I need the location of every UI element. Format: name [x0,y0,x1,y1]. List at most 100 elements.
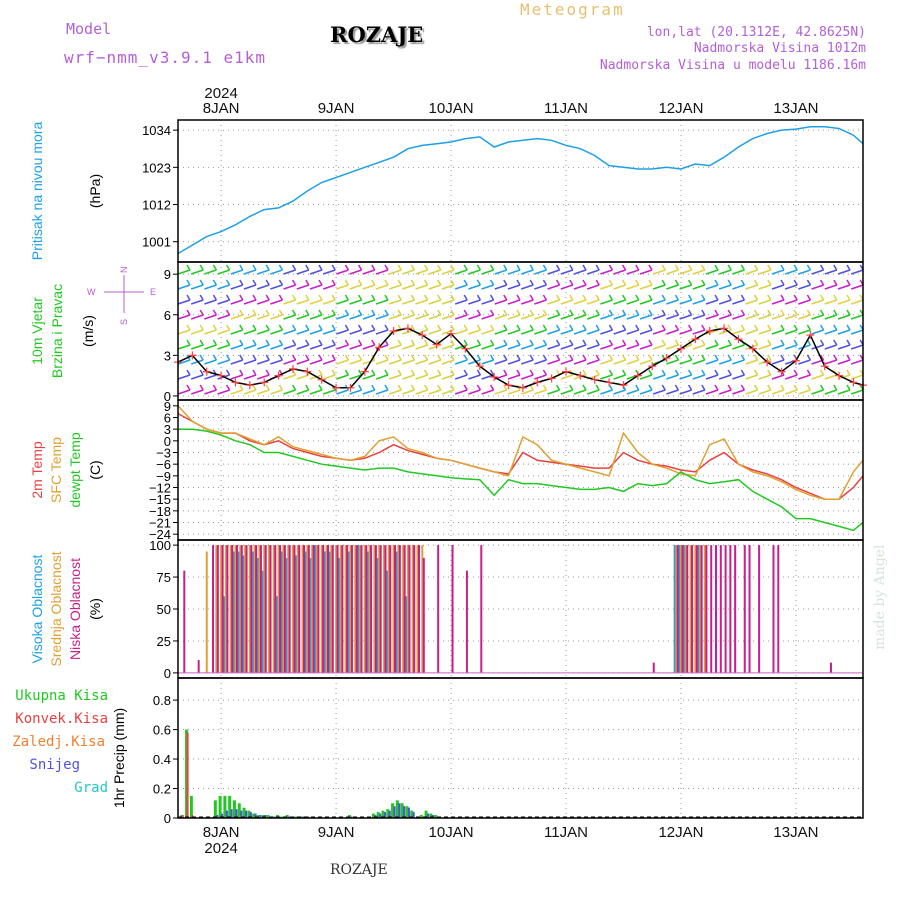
wind-barb [177,389,191,395]
wind-barb [481,389,494,395]
wind-barb [652,299,666,305]
wind-barb [547,314,560,320]
bar-cloud-1 [258,545,261,673]
wind-speed-point [332,383,341,392]
wind-speed-point [791,356,800,365]
wind-barb-flag [661,264,666,271]
wind-barb [336,314,349,320]
compass-north: N [119,267,129,274]
bar-precip-2 [398,803,401,818]
wind-barb-flag [582,309,587,316]
wind-barb [560,314,574,320]
wind-barb-flag [648,279,653,286]
wind-barb-flag [371,384,376,391]
wind-barb-flag [225,294,231,301]
wind-barb [798,314,811,320]
wind-barb [441,269,455,275]
wind-barb [652,284,666,290]
bar-cloud-1 [359,545,362,673]
wind-barb [309,389,323,395]
bar-cloud-2 [279,545,282,673]
wind-barb [758,284,772,290]
wind-barb [850,314,864,320]
wind-speed-point [504,381,513,390]
wind-barb-flag [489,324,495,331]
wind-barb-flag [225,369,231,376]
wind-barb-flag [503,324,508,331]
wind-barb [441,314,455,320]
wind-barb [850,374,864,380]
wind-barb [402,314,415,320]
wind-barb-flag [701,324,706,331]
wind-barb-flag [555,324,561,331]
day-label-bottom: 10JAN [429,824,474,841]
wind-barb-flag [503,294,508,301]
bar-precip-0 [424,810,428,818]
wind-barb [560,329,574,335]
wind-barb-flag [516,339,521,346]
bar-cloud-0 [357,545,360,673]
wind-barb [573,359,587,365]
wind-barb-flag [384,279,389,286]
bar-cloud-2 [274,545,277,673]
wind-barb [217,329,230,335]
wind-barb-flag [450,354,455,361]
y-tick-label: 6 [164,308,171,323]
wind-barb-flag [344,264,350,271]
wind-barb [296,269,310,275]
wind-barb [454,314,468,320]
wind-barb-flag [753,294,759,301]
wind-barb [520,269,534,275]
wind-barb [534,284,547,290]
wind-barb-flag [305,354,310,361]
bar-cloud-2 [408,545,411,673]
wind-barb-flag [305,339,310,346]
bar-cloud-1 [368,545,371,673]
wind-barb-flag [608,354,614,361]
wind-barb-flag [833,264,838,271]
wind-barb [507,284,521,290]
wind-barb [692,389,706,395]
bar-cloud-0 [304,551,307,673]
bar-cloud-2 [700,545,703,673]
bar-cloud-2 [350,545,353,673]
bar-cloud-1 [684,545,687,673]
wind-barb-flag [687,384,693,391]
wind-barb [507,299,521,305]
compass-west: W [87,287,96,297]
y-tick-label: −6 [156,457,171,472]
bar-cloud-2 [269,545,272,673]
wind-barb-flag [714,279,719,286]
wind-barb-flag [753,324,759,331]
bar-cloud-1 [301,545,304,673]
wind-barb-flag [437,324,442,331]
wind-barb [507,389,521,395]
wind-barb [388,389,402,395]
wind-barb-flag [199,324,204,331]
wind-barb-flag [463,339,468,346]
wind-barb [454,299,468,305]
wind-barb [415,269,428,275]
wind-barb [177,269,191,275]
bar-precip-2 [225,810,228,818]
wind-barb [573,344,587,350]
wind-barb-flag [793,339,798,346]
wind-barb-flag [384,369,389,376]
wind-barb-flag [529,354,534,361]
wind-barb [811,299,824,305]
wind-barb [494,344,508,350]
wind-barb [428,359,442,365]
panel-cloud: 0 25 50 75 100 Visoka Oblacnost Srednja Oblacn… [29,538,864,681]
wind-barb [217,269,230,275]
wind-barb-flag [423,294,429,301]
wind-barb [256,329,270,335]
wind-barb-flag [437,294,442,301]
wind-barb [705,314,719,320]
wind-barb-flag [410,324,416,331]
wind-barb [481,299,494,305]
wind-barb-flag [212,279,218,286]
wind-barb-flag [489,264,495,271]
wind-speed-point [835,371,844,380]
wind-barb [494,329,508,335]
bar-cloud-2 [250,545,253,673]
